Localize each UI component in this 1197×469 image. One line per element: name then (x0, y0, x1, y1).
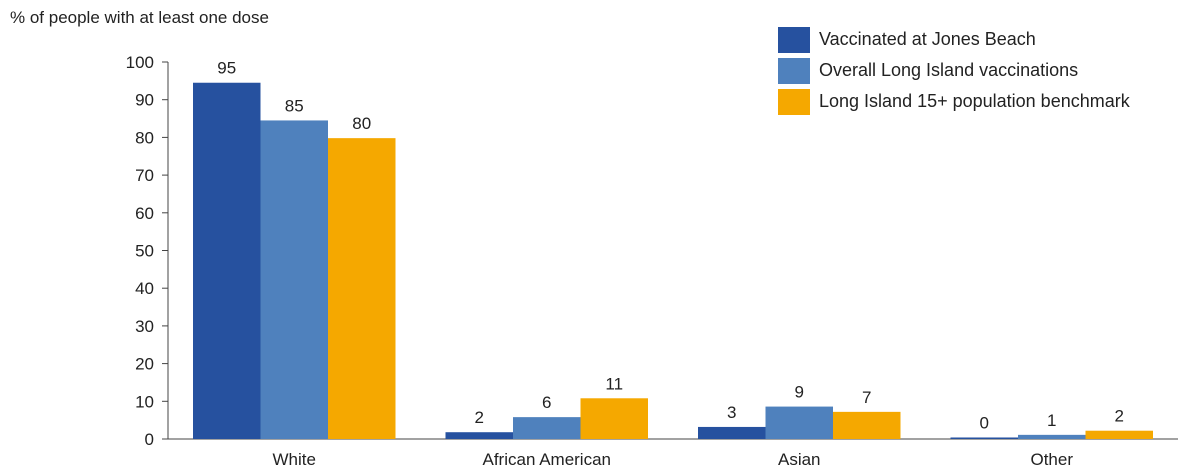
legend: Vaccinated at Jones Beach Overall Long I… (778, 24, 1130, 117)
y-tick-label-20: 20 (135, 355, 154, 374)
y-tick-label-90: 90 (135, 91, 154, 110)
bar-other-0 (950, 437, 1018, 439)
y-tick-label-30: 30 (135, 317, 154, 336)
y-tick-label-0: 0 (145, 430, 154, 449)
legend-item-long-island: Overall Long Island vaccinations (778, 55, 1130, 86)
bar-asian-1 (765, 406, 833, 439)
data-label-african-american-2: 11 (605, 374, 623, 393)
legend-swatch (778, 88, 810, 115)
bar-african-american-1 (513, 417, 581, 439)
y-tick-label-60: 60 (135, 204, 154, 223)
y-axis-title: % of people with at least one dose (10, 8, 269, 27)
x-tick-label-white: White (273, 450, 316, 469)
data-label-other-1: 1 (1047, 411, 1056, 430)
bar-other-1 (1018, 434, 1086, 439)
bar-white-0 (193, 82, 261, 440)
bar-african-american-2 (580, 398, 648, 439)
x-tick-label-other: Other (1030, 450, 1073, 469)
y-tick-label-70: 70 (135, 166, 154, 185)
data-label-african-american-0: 2 (475, 408, 484, 427)
x-tick-labels: White African American Asian Other (273, 450, 1074, 469)
bar-white-1 (260, 120, 328, 439)
data-label-white-0: 95 (217, 59, 236, 78)
legend-swatch (778, 57, 810, 84)
legend-label: Vaccinated at Jones Beach (819, 29, 1036, 49)
bar-asian-2 (833, 411, 901, 439)
data-label-asian-2: 7 (862, 388, 871, 407)
legend-item-jones-beach: Vaccinated at Jones Beach (778, 24, 1130, 55)
data-label-other-0: 0 (980, 413, 989, 432)
legend-item-benchmark: Long Island 15+ population benchmark (778, 86, 1130, 117)
data-label-white-2: 80 (352, 114, 371, 133)
y-tick-label-40: 40 (135, 279, 154, 298)
bar-asian-0 (698, 426, 766, 439)
data-label-asian-1: 9 (795, 383, 804, 402)
bar-white-2 (328, 138, 396, 440)
data-label-other-2: 2 (1115, 407, 1124, 426)
y-tick-label-10: 10 (135, 392, 154, 411)
y-tick-label-50: 50 (135, 242, 154, 261)
value-labels: 95 85 80 2 6 11 3 9 7 0 1 2 (217, 59, 1124, 433)
x-tick-label-african-american: African American (483, 450, 612, 469)
data-label-asian-0: 3 (727, 403, 736, 422)
legend-swatch (778, 26, 810, 53)
y-tick-label-100: 100 (126, 53, 154, 72)
legend-label: Overall Long Island vaccinations (819, 60, 1079, 80)
bars (193, 82, 1153, 440)
data-label-african-american-1: 6 (542, 393, 551, 412)
x-tick-label-asian: Asian (778, 450, 821, 469)
bar-other-2 (1085, 430, 1153, 439)
bar-african-american-0 (445, 432, 513, 439)
data-label-white-1: 85 (285, 96, 304, 115)
legend-label: Long Island 15+ population benchmark (819, 91, 1130, 111)
y-tick-label-80: 80 (135, 128, 154, 147)
